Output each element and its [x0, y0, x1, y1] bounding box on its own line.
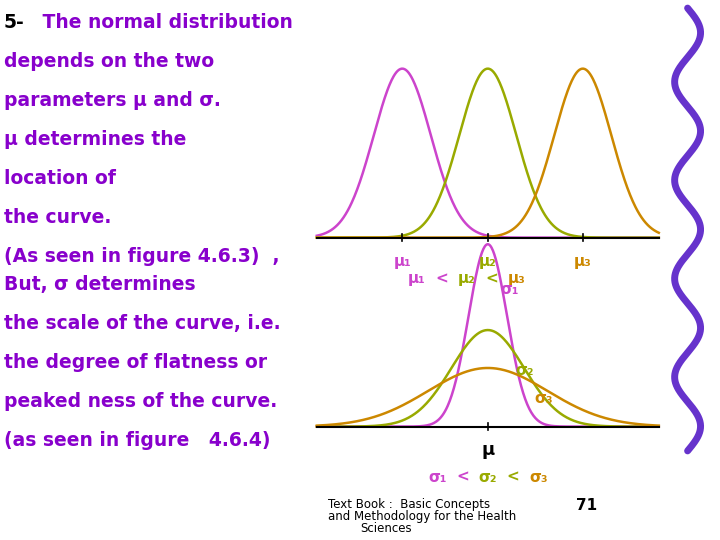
Text: parameters μ and σ.: parameters μ and σ. — [4, 91, 220, 110]
Text: But, σ determines: But, σ determines — [4, 275, 195, 294]
Text: σ₂: σ₂ — [516, 363, 534, 378]
Text: <: < — [456, 470, 469, 485]
Text: (As seen in figure 4.6.3)  ,: (As seen in figure 4.6.3) , — [4, 247, 279, 266]
Text: μ₁: μ₁ — [393, 254, 411, 269]
Text: Sciences: Sciences — [360, 522, 412, 535]
Text: μ₃: μ₃ — [508, 271, 526, 286]
Text: peaked ness of the curve.: peaked ness of the curve. — [4, 392, 277, 411]
Text: σ₁: σ₁ — [500, 282, 519, 298]
Text: <: < — [485, 271, 498, 286]
Text: the degree of flatness or: the degree of flatness or — [4, 353, 266, 372]
Text: σ₃: σ₃ — [535, 391, 554, 406]
Text: μ₂: μ₂ — [479, 254, 497, 269]
Text: location of: location of — [4, 169, 115, 188]
Text: μ: μ — [481, 441, 495, 459]
Text: μ₂: μ₂ — [458, 271, 475, 286]
Text: The normal distribution: The normal distribution — [36, 14, 293, 32]
Text: depends on the two: depends on the two — [4, 52, 214, 71]
Text: μ₃: μ₃ — [574, 254, 592, 269]
Text: <: < — [435, 271, 448, 286]
Text: the curve.: the curve. — [4, 208, 111, 227]
Text: and Methodology for the Health: and Methodology for the Health — [328, 510, 516, 523]
Text: (as seen in figure   4.6.4): (as seen in figure 4.6.4) — [4, 431, 270, 450]
Text: μ determines the: μ determines the — [4, 130, 186, 149]
Text: σ₃: σ₃ — [529, 470, 547, 485]
Text: 71: 71 — [576, 498, 597, 513]
Text: <: < — [507, 470, 519, 485]
Text: the scale of the curve, i.e.: the scale of the curve, i.e. — [4, 314, 280, 333]
Text: 5-: 5- — [4, 14, 24, 32]
Text: σ₁: σ₁ — [428, 470, 446, 485]
Text: Text Book :  Basic Concepts: Text Book : Basic Concepts — [328, 498, 490, 511]
Text: μ₁: μ₁ — [408, 271, 425, 286]
Text: σ₂: σ₂ — [479, 470, 497, 485]
